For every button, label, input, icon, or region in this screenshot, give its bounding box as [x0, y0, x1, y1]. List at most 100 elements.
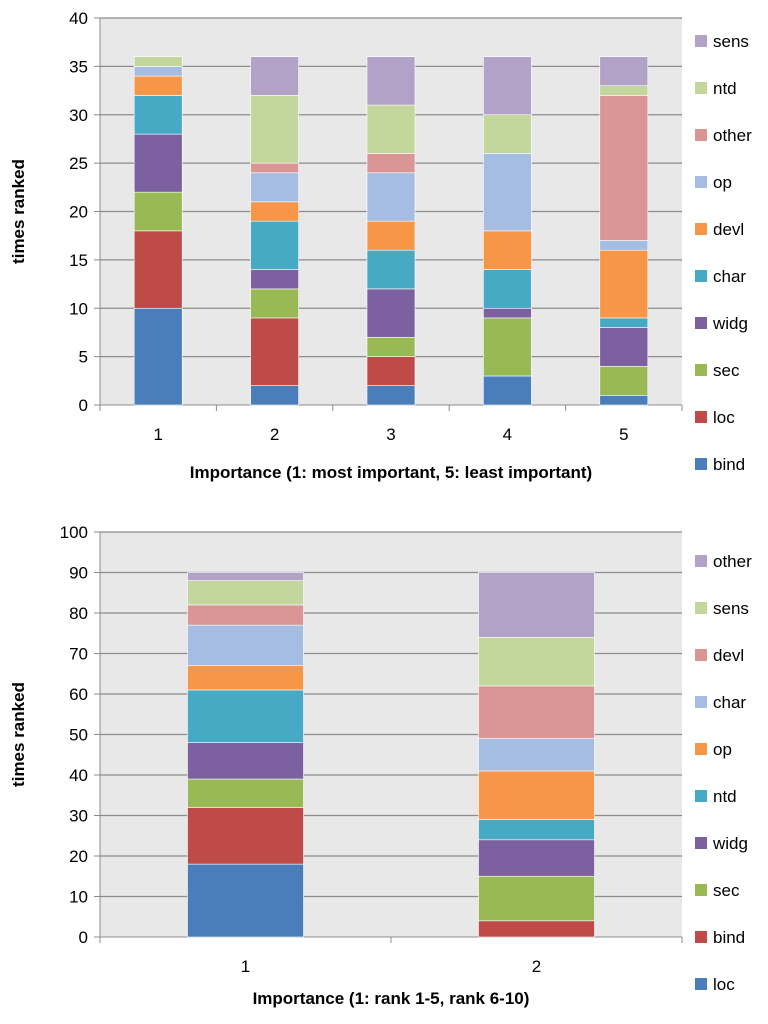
bar-segment-ntd-3	[366, 104, 416, 154]
bar-segment-loc-1	[133, 230, 183, 309]
bar-segment-bind-1	[187, 807, 304, 865]
legend-swatch-op	[695, 176, 707, 188]
y-tick-label: 40	[69, 9, 88, 28]
legend-label-loc: loc	[713, 975, 735, 994]
y-tick-label: 25	[69, 154, 88, 173]
bar-segment-ntd-4	[483, 114, 532, 154]
legend-swatch-sec	[695, 364, 707, 376]
bar-segment-widg-1	[187, 742, 304, 780]
bar-segment-loc-3	[366, 356, 416, 386]
legend-label-sec: sec	[713, 361, 740, 380]
bar-segment-op-2	[250, 172, 299, 203]
legend-swatch-loc	[695, 411, 707, 423]
legend-swatch-devl	[695, 649, 707, 661]
bar-segment-op-1	[187, 665, 304, 691]
legend-label-sens: sens	[713, 32, 749, 51]
bar-segment-ntd-5	[599, 85, 649, 96]
bar-segment-other-2	[250, 162, 299, 174]
y-tick-label: 35	[69, 57, 88, 76]
legend-label-op: op	[713, 740, 732, 759]
bar-segment-sec-5	[599, 365, 649, 396]
bar-segment-devl-2	[250, 201, 299, 222]
bar-segment-bind-2	[478, 920, 595, 938]
bar-segment-op-5	[599, 240, 649, 251]
bar-segment-char-1	[133, 95, 183, 135]
legend-label-ntd: ntd	[713, 787, 737, 806]
bar-segment-ntd-2	[250, 95, 299, 164]
y-tick-label: 5	[79, 348, 88, 367]
x-tick-label: 1	[241, 957, 250, 976]
bar-segment-widg-3	[366, 288, 416, 338]
bar-segment-bind-5	[599, 395, 649, 406]
bar-segment-char-1	[187, 624, 304, 666]
legend-label-devl: devl	[713, 220, 744, 239]
y-tick-label: 20	[69, 203, 88, 222]
y-tick-label: 10	[69, 888, 88, 907]
bar-segment-other-2	[478, 572, 595, 638]
legend-label-sens: sens	[713, 599, 749, 618]
bar-segment-sec-3	[366, 336, 416, 357]
legend-swatch-char	[695, 270, 707, 282]
bar-segment-sens-2	[478, 636, 595, 687]
legend-swatch-ntd	[695, 82, 707, 94]
bar-segment-bind-4	[483, 375, 532, 406]
bar-segment-devl-3	[366, 220, 416, 251]
legend-label-char: char	[713, 267, 746, 286]
bar-segment-sec-2	[250, 288, 299, 319]
bar-segment-bind-1	[133, 307, 183, 406]
bar-segment-widg-2	[250, 269, 299, 290]
legend: other sens devl char op ntd widg sec bind loc	[695, 552, 752, 994]
x-tick-label: 2	[532, 957, 541, 976]
bar-segment-sens-4	[483, 56, 532, 116]
bar-segment-op-4	[483, 153, 532, 232]
y-tick-label: 0	[79, 928, 88, 947]
bar-segment-char-3	[366, 249, 416, 290]
legend-label-char: char	[713, 693, 746, 712]
bar-segment-bind-2	[250, 385, 299, 406]
legend-swatch-other	[695, 129, 707, 141]
legend: sens ntd other op devl char widg sec loc bind	[695, 32, 752, 474]
y-tick-label: 100	[60, 523, 88, 542]
bar-segment-op-1	[133, 66, 183, 77]
legend-label-loc: loc	[713, 408, 735, 427]
bar-segment-widg-2	[478, 839, 595, 877]
bar-segment-op-3	[366, 172, 416, 222]
legend-swatch-char	[695, 696, 707, 708]
bar-segment-other-3	[366, 153, 416, 174]
legend-swatch-bind	[695, 458, 707, 470]
bar-segment-sens-1	[187, 580, 304, 606]
bar-segment-devl-5	[599, 249, 649, 319]
bar-segment-sens-2	[250, 56, 299, 96]
y-tick-label: 90	[69, 564, 88, 583]
bar-segment-sec-4	[483, 317, 532, 377]
legend-label-op: op	[713, 173, 732, 192]
x-tick-label: 3	[386, 425, 395, 444]
legend-label-widg: widg	[712, 834, 748, 853]
legend-swatch-other	[695, 555, 707, 567]
y-axis-title: times ranked	[9, 682, 28, 787]
y-tick-label: 20	[69, 847, 88, 866]
bar-segment-sec-1	[133, 191, 183, 232]
x-tick-label: 2	[270, 425, 279, 444]
bar-segment-sec-1	[187, 778, 304, 808]
legend-label-bind: bind	[713, 928, 745, 947]
legend-swatch-sens	[695, 35, 707, 47]
bar-segment-sens-3	[366, 56, 416, 106]
bar-segment-widg-5	[599, 327, 649, 367]
bar-segment-devl-2	[478, 685, 595, 739]
y-tick-label: 15	[69, 251, 88, 270]
y-tick-label: 40	[69, 766, 88, 785]
bar-segment-loc-2	[250, 317, 299, 386]
bar-segment-char-2	[250, 220, 299, 270]
y-tick-label: 30	[69, 106, 88, 125]
bar-segment-ntd-1	[187, 689, 304, 743]
bar-segment-devl-1	[187, 604, 304, 626]
legend-label-devl: devl	[713, 646, 744, 665]
bar-segment-other-5	[599, 95, 649, 241]
x-axis-title: Importance (1: most important, 5: least …	[190, 463, 592, 482]
bar-segment-devl-4	[483, 230, 532, 270]
bar-segment-op-2	[478, 770, 595, 820]
bar-segment-widg-1	[133, 133, 183, 193]
x-tick-label: 1	[153, 425, 162, 444]
